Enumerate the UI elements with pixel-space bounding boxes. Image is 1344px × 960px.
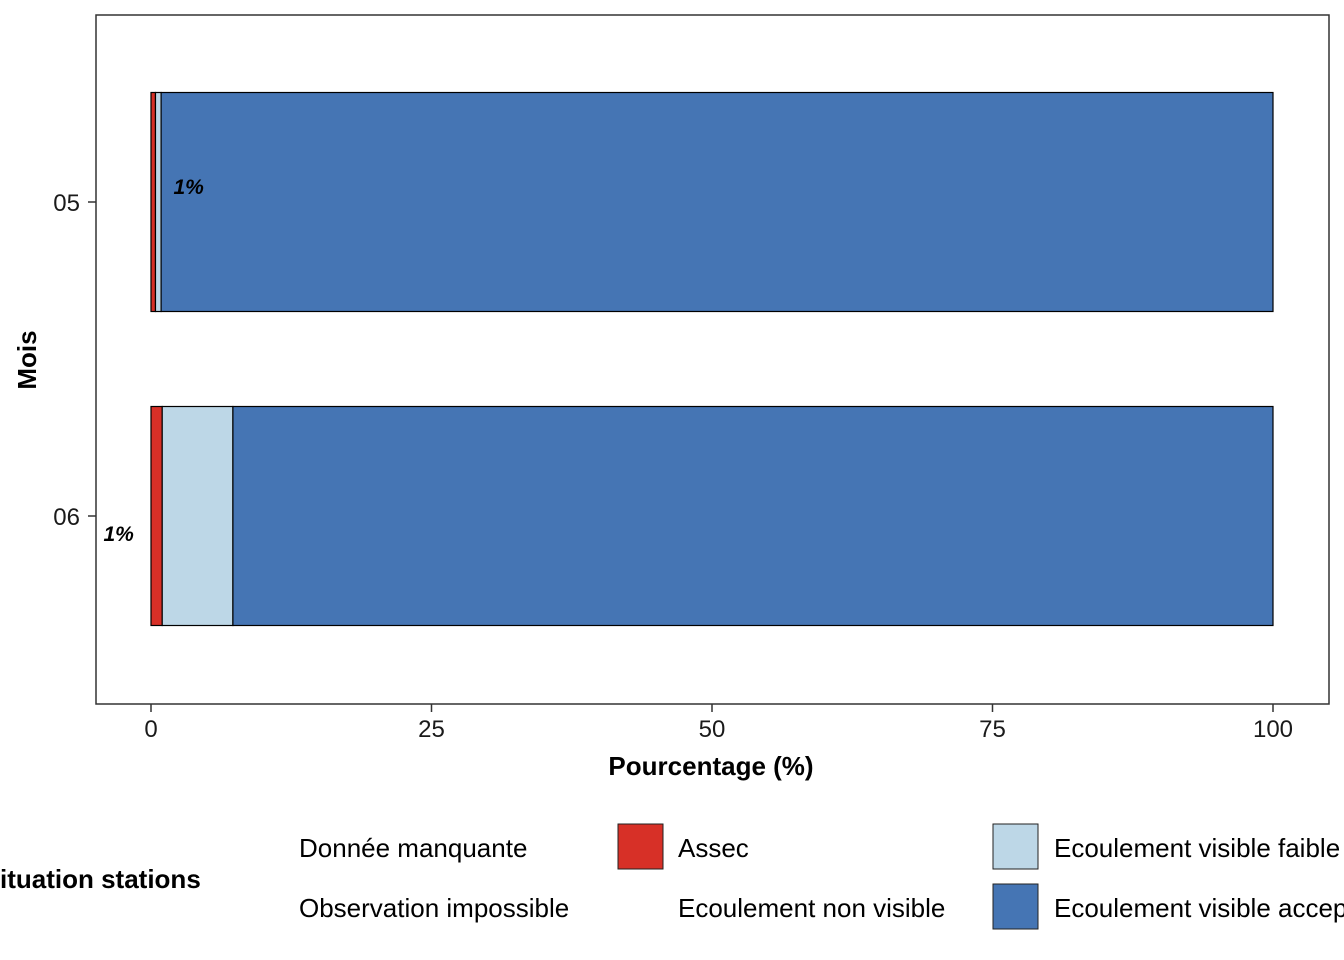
legend-label: Observation impossible [299, 893, 569, 923]
bar-segment [232, 405, 1274, 627]
bar-segment [160, 91, 1274, 313]
y-axis-title: Mois [12, 330, 42, 389]
bar-segment [150, 405, 163, 627]
bar-segment [161, 405, 234, 627]
legend-key [992, 883, 1039, 930]
data-label: 1% [103, 523, 134, 546]
legend-key [617, 823, 664, 870]
bar-segment [150, 91, 157, 313]
y-tick-label: 05 [53, 190, 80, 217]
x-axis: 0 25 50 75 100 [144, 704, 1293, 743]
legend-label: Assec [678, 833, 749, 863]
legend-label: Ecoulement visible faible [1054, 833, 1340, 863]
y-axis: 05 06 [53, 190, 96, 531]
x-tick-label: 100 [1253, 716, 1293, 743]
legend-title: ituation stations [0, 864, 201, 894]
x-axis-title: Pourcentage (%) [608, 751, 813, 781]
legend-label: Ecoulement non visible [678, 893, 945, 923]
legend-label: Donnée manquante [299, 833, 527, 863]
legend-key [992, 823, 1039, 870]
x-tick-label: 50 [699, 716, 726, 743]
data-label: 1% [173, 176, 204, 199]
x-tick-label: 25 [418, 716, 445, 743]
legend-label: Ecoulement visible acceptable [1054, 893, 1344, 923]
x-tick-label: 0 [144, 716, 157, 743]
bars-layer [150, 91, 1274, 627]
x-tick-label: 75 [979, 716, 1006, 743]
data-labels-layer: 1% 1% [103, 176, 204, 546]
legend: ituation stations Donnée manquante Observ… [0, 823, 1344, 930]
bar-segment [154, 91, 162, 313]
y-tick-label: 06 [53, 504, 80, 531]
